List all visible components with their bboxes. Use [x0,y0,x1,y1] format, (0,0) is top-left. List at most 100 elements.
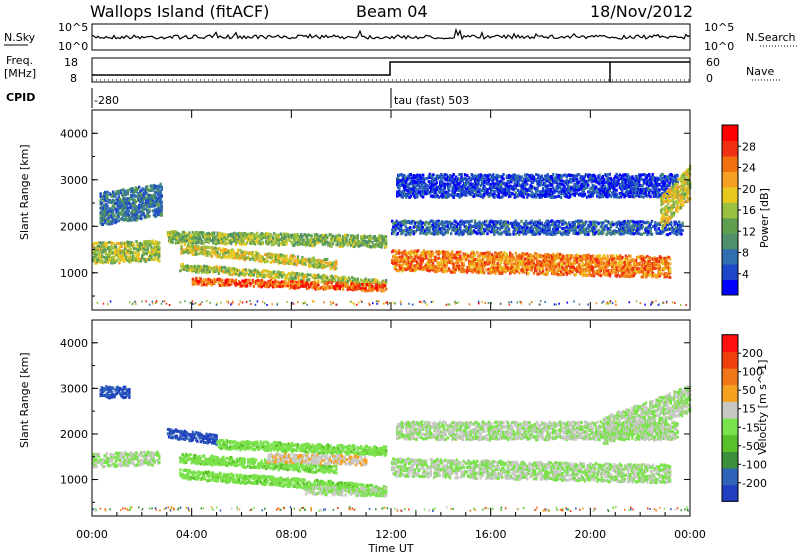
power-cell [663,267,666,271]
power-cell [409,173,412,176]
power-cell [208,232,211,236]
power-cell [469,232,472,236]
power-cell [451,256,454,260]
power-cell [434,195,437,199]
power-cell [119,191,123,195]
power-cell [181,262,184,266]
power-cell [411,219,414,223]
power-cell [306,241,310,245]
power-cell [452,196,455,199]
power-cell [569,260,572,264]
power-cell [659,256,663,260]
power-cell [333,264,337,268]
power-cell [252,273,256,277]
power-cell [251,241,254,245]
power-cell [354,288,357,291]
power-cell [450,252,453,256]
power-cell [474,262,478,266]
power-cell [207,234,210,238]
power-cell [405,262,409,266]
power-cell [129,251,132,255]
power-cell [409,225,412,229]
power-cell [245,241,249,245]
power-cell [431,261,435,265]
power-cell [588,271,591,275]
station-title: Wallops Island (fitACF) [90,2,269,21]
power-cell [128,202,132,206]
power-cell [107,219,110,223]
power-cell [222,247,225,251]
power-cell [152,250,155,254]
power-cell [398,255,402,259]
power-cell [513,258,516,262]
power-cell [131,187,134,190]
power-cell [191,236,194,240]
power-cell [191,277,195,281]
power-cell [633,265,637,268]
power-cell [176,235,180,239]
power-cell [110,256,113,260]
power-cell [434,182,437,186]
power-cell [232,270,235,274]
power-cell [147,239,151,243]
power-cell [173,235,176,239]
power-cell [111,215,115,219]
power-cell [341,238,345,242]
power-cell [284,284,287,288]
power-cell [408,196,411,199]
power-cell [493,223,496,227]
power-cell [509,271,512,275]
power-cell [201,231,205,235]
power-cell [442,266,445,270]
power-cell [119,189,123,193]
power-cell [179,269,182,273]
power-cell [533,222,537,226]
power-cell [608,222,612,226]
power-cell [471,231,474,235]
power-cell [118,242,121,245]
cpid-value-1: -280 [94,94,119,107]
power-cell [257,252,260,256]
power-cell [681,224,684,228]
power-cell [346,279,349,283]
power-cell [202,248,206,251]
power-cell [471,270,474,274]
power-cell [412,174,416,177]
power-cell [126,189,130,193]
power-cell [367,282,371,286]
power-cell [641,225,645,229]
power-cell [533,225,537,229]
power-cell [100,253,103,257]
power-cell [355,282,358,286]
power-cell [218,265,222,269]
power-cell [524,270,528,274]
power-cell [294,284,297,287]
power-cell [122,207,125,211]
power-cell [302,276,305,280]
power-cell [224,279,227,283]
power-cell [563,261,566,265]
power-cell [233,254,236,258]
power-cell [206,254,209,257]
power-cell [207,237,210,241]
power-cell [184,250,188,254]
power-cell [285,241,288,245]
power-cell [377,243,380,247]
power-cell [238,269,241,273]
power-cell [289,233,293,237]
power-cell [147,196,150,200]
power-cell [562,255,565,258]
power-cell [404,233,407,237]
power-cell [150,203,153,207]
power-cell [367,245,371,249]
power-cell [197,270,200,274]
power-cell [628,265,631,269]
power-cell [506,220,510,224]
power-cell [497,220,500,224]
power-cell [110,222,114,225]
power-cell [204,235,207,239]
power-cell [191,280,195,284]
power-cell [634,220,638,224]
power-cell [401,183,404,187]
power-cell [440,230,444,234]
